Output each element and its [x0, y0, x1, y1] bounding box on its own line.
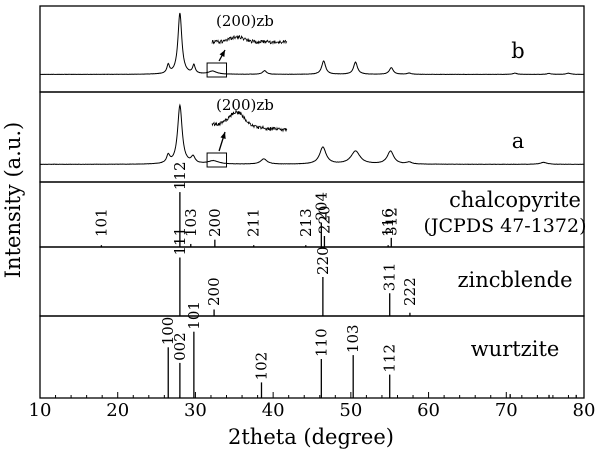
pattern-line-b [39, 12, 585, 76]
hkl-label: 112 [171, 161, 189, 190]
inset-arrowhead [219, 50, 225, 57]
hkl-label: 103 [344, 324, 362, 353]
hkl-label: 112 [381, 344, 399, 373]
hkl-label: 220 [314, 246, 332, 275]
y-axis-label: Intensity (a.u.) [1, 122, 25, 278]
pattern-label-b: b [511, 39, 524, 63]
inset-label: (200)zb [216, 96, 274, 114]
hkl-label: 311 [381, 263, 399, 292]
hkl-label: 101 [185, 301, 203, 330]
hkl-label: 102 [252, 352, 270, 381]
hkl-label: 100 [159, 317, 177, 346]
zoom-box [206, 62, 228, 78]
hkl-label: 220 [315, 205, 333, 234]
reference-title-chalcopyrite: chalcopyrite [449, 188, 581, 212]
hkl-label: 204 [312, 192, 330, 221]
panel-frame [39, 315, 585, 399]
x-tick-label: 80 [573, 400, 596, 421]
hkl-label: 110 [312, 328, 330, 357]
hkl-label: 002 [171, 332, 189, 361]
panel-frame [39, 5, 585, 93]
hkl-label: 101 [92, 208, 110, 237]
inset-label: (200)zb [216, 12, 274, 30]
x-tick-label: 30 [184, 400, 207, 421]
x-axis: 10 20 30 40 50 60 70 80 [29, 392, 596, 421]
x-tick-label: 50 [339, 400, 362, 421]
hkl-label: 211 [245, 208, 263, 237]
inset-zoom-curve [211, 34, 288, 45]
inset-arrowhead [220, 132, 226, 139]
hkl-label: 200 [206, 208, 224, 237]
x-tick-label: 20 [106, 400, 129, 421]
x-axis-label: 2theta (degree) [228, 425, 394, 449]
hkl-label: 213 [297, 208, 315, 237]
hkl-label: 111 [171, 227, 189, 256]
inset-zoom-curve [211, 108, 288, 133]
reference-title-zincblende: zincblende [457, 268, 572, 292]
x-tick-label: 10 [29, 400, 52, 421]
reference-title-wurtzite: wurtzite [471, 337, 560, 361]
panel-frame [39, 91, 585, 183]
reference-subtitle: (JCPDS 47-1372) [423, 215, 586, 237]
panel-b: (200)zb b [39, 5, 585, 93]
hkl-label: 116 [379, 208, 397, 237]
hkl-label: 200 [205, 277, 223, 306]
x-tick-label: 60 [417, 400, 440, 421]
pattern-line-a [39, 103, 585, 166]
x-tick-label: 40 [262, 400, 285, 421]
zoom-box [206, 152, 228, 168]
panel-a: (200)zb a [39, 91, 585, 183]
x-tick-label: 70 [495, 400, 518, 421]
pattern-label-a: a [512, 129, 525, 153]
hkl-label: 103 [182, 208, 200, 237]
hkl-label: 222 [401, 277, 419, 306]
hkl-label: 312 [382, 207, 400, 236]
